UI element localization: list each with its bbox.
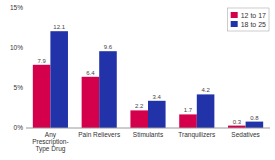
legend-swatch [231,12,238,18]
data-labels: 7.9 6.4 2.2 1.7 0.3 12.1 9.6 3.4 4.2 0.8 [37,24,259,124]
y-tick-label: 15% [10,4,23,11]
x-tick-label-line: Pain Relievers [78,131,121,138]
bar [99,51,117,128]
y-tick-label: 10% [10,44,23,51]
y-tick-label: 0% [14,124,24,131]
bars [33,31,263,128]
data-label: 12.1 [53,24,65,30]
x-tick-label-line: Stimulants [133,131,164,138]
bar [179,114,197,128]
x-tick-label: AnyPrescription-Type Drug [32,131,68,153]
data-label: 7.9 [37,58,46,64]
x-axis: AnyPrescription-Type Drug Pain Relievers S… [32,131,260,153]
data-label: 9.6 [104,44,113,50]
data-label: 2.2 [135,103,144,109]
x-axis-line [26,128,270,129]
chart: 0% 5% 10% 15% 7.9 6.4 2.2 1.7 0.3 12.1 9.6 3.4 4.2 0.… [0,0,275,160]
bar [50,31,68,128]
chart-container: 0% 5% 10% 15% 7.9 6.4 2.2 1.7 0.3 12.1 9.6 3.4 4.2 0.… [0,0,275,160]
bar [130,110,148,128]
y-axis: 0% 5% 10% 15% [10,4,23,131]
data-label: 4.2 [201,87,210,93]
bar [197,94,215,128]
legend-label: 18 to 25 [241,21,266,28]
data-label: 3.4 [153,94,162,100]
data-label: 1.7 [184,107,193,113]
x-tick-label: Sedatives [231,131,260,138]
x-tick-label: Tranquilizers [178,131,216,139]
legend: 12 to 17 18 to 25 [228,8,269,31]
bar [148,101,166,128]
bar [246,122,264,128]
legend-label: 12 to 17 [241,12,266,19]
bar [82,77,100,128]
x-tick-label: Stimulants [133,131,164,138]
data-label: 6.4 [86,70,95,76]
x-tick-label-line: Sedatives [231,131,260,138]
page: {"chart_data": {"type": "bar", "categori… [0,0,275,160]
legend-swatch [231,21,238,27]
bar [33,65,51,128]
x-tick-label: Pain Relievers [78,131,121,138]
x-tick-label-line: Type Drug [35,145,65,153]
data-label: 0.8 [250,115,259,121]
x-tick-label-line: Tranquilizers [178,131,216,139]
y-tick-label: 5% [14,84,24,91]
data-label: 0.3 [233,119,242,125]
legend-frame [228,8,269,31]
